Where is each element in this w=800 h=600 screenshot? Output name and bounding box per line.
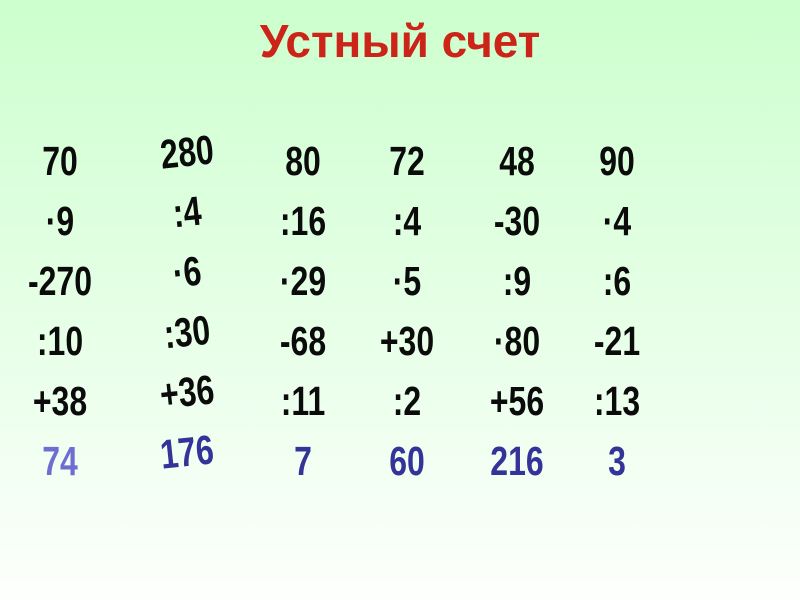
operation-step: -30 xyxy=(493,198,541,244)
operation-step: -68 xyxy=(279,318,327,364)
operation-step: ·9 xyxy=(45,198,75,244)
operation-step: ·6 xyxy=(170,247,204,297)
operation-step: :9 xyxy=(502,258,532,304)
operation-step: :10 xyxy=(36,318,84,364)
exercise-column-3: 80 :16 ·29 -68 :11 7 xyxy=(238,131,368,491)
result-value: 74 xyxy=(42,438,78,484)
start-number: 80 xyxy=(285,138,321,184)
exercise-column-1: 70 ·9 -270 :10 +38 74 xyxy=(0,131,125,491)
result-value: 176 xyxy=(158,426,216,478)
start-number: 90 xyxy=(599,138,635,184)
operation-step: :6 xyxy=(602,258,632,304)
operation-step: :13 xyxy=(593,378,641,424)
result-value: 216 xyxy=(490,438,544,484)
operation-step: +56 xyxy=(489,378,545,424)
operation-step: :30 xyxy=(161,306,213,358)
exercise-column-5: 48 -30 :9 ·80 +56 216 xyxy=(452,131,582,491)
result-value: 7 xyxy=(294,438,312,484)
operation-step: :16 xyxy=(279,198,327,244)
operation-step: ·29 xyxy=(279,258,327,304)
slide-title: Устный счет xyxy=(259,15,541,67)
operation-step: ·4 xyxy=(602,198,632,244)
operation-step: -270 xyxy=(27,258,93,304)
start-number: 280 xyxy=(158,126,216,178)
operation-step: ·5 xyxy=(392,258,422,304)
start-number: 70 xyxy=(42,138,78,184)
operation-step: +36 xyxy=(157,366,217,418)
operation-step: +30 xyxy=(379,318,435,364)
start-number: 48 xyxy=(499,138,535,184)
result-value: 3 xyxy=(608,438,626,484)
operation-step: +38 xyxy=(32,378,88,424)
exercise-column-2: 280 :4 ·6 :30 +36 176 xyxy=(122,122,252,482)
operation-step: -21 xyxy=(593,318,641,364)
exercise-column-4: 72 :4 ·5 +30 :2 60 xyxy=(342,131,472,491)
exercise-column-6: 90 ·4 :6 -21 :13 3 xyxy=(552,131,682,491)
operation-step: :4 xyxy=(170,187,204,237)
start-number: 72 xyxy=(389,138,425,184)
operation-step: :2 xyxy=(392,378,422,424)
operation-step: :4 xyxy=(392,198,422,244)
operation-step: :11 xyxy=(280,378,326,424)
operation-step: ·80 xyxy=(493,318,541,364)
result-value: 60 xyxy=(389,438,425,484)
